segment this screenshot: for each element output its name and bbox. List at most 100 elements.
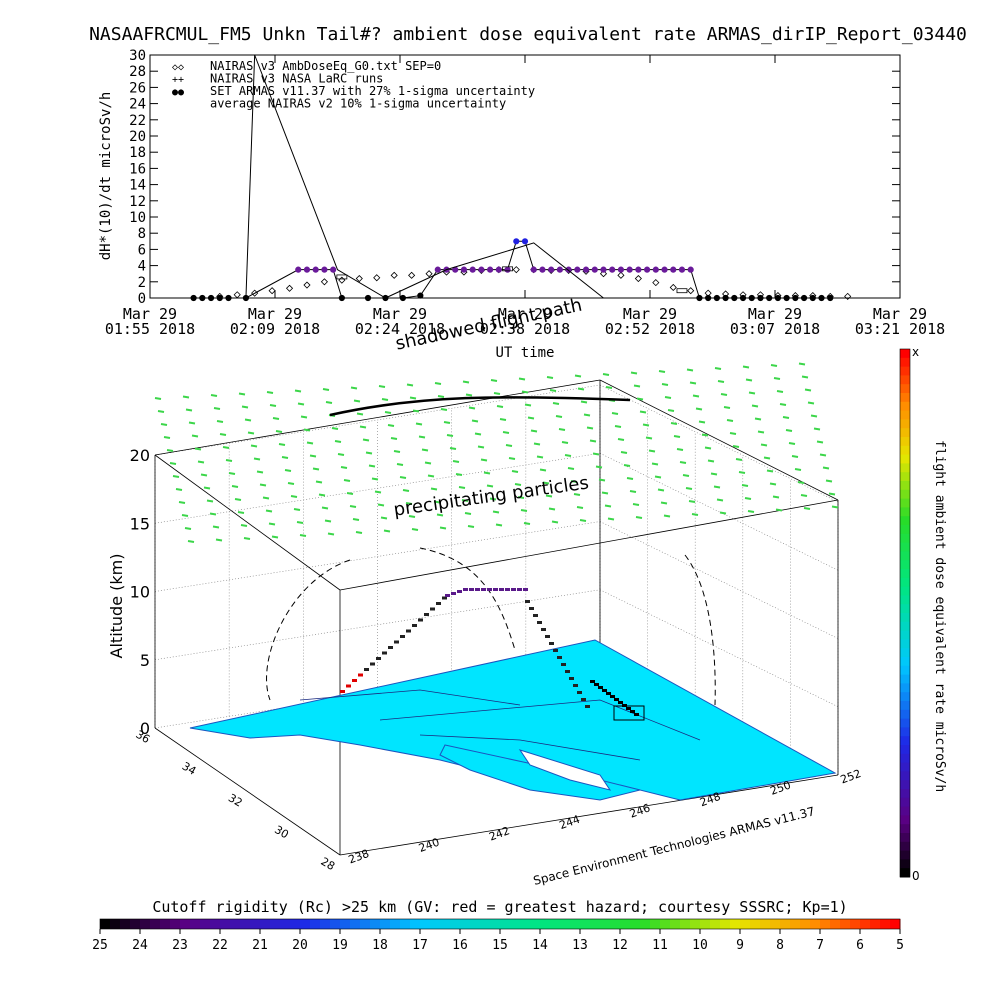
precip-marker [763, 456, 771, 460]
altitude-tick-label: 20 [130, 446, 150, 465]
colorbar-segment [630, 919, 641, 929]
precip-marker [614, 425, 622, 428]
x-tick-label: 03:21 2018 [855, 320, 945, 338]
altitude-axis-label: Altitude (km) [107, 554, 126, 659]
precip-marker [437, 395, 445, 398]
colorbar-segment [550, 919, 561, 929]
flight-point [487, 588, 492, 591]
armas-point [818, 294, 825, 302]
nairas-v3-point [285, 284, 294, 292]
colorbar-segment [160, 919, 171, 929]
longitude-tick-label: 238 [347, 847, 371, 866]
precip-marker [486, 484, 494, 488]
flight-point [602, 689, 607, 692]
precip-marker [710, 472, 718, 476]
precip-marker [378, 385, 386, 388]
precip-marker [804, 388, 812, 392]
colorbar-segment [590, 919, 601, 929]
precip-marker [411, 528, 419, 531]
cbar-tick-label: 10 [692, 938, 708, 953]
armas-point [757, 294, 764, 302]
colorbar-segment [900, 366, 910, 376]
colorbar-segment [110, 919, 121, 929]
armas-point [295, 266, 302, 273]
x-tick-label: Mar 29 [248, 305, 302, 323]
nairas-v3-point [408, 271, 416, 279]
colorbar-segment [770, 919, 781, 929]
precip-marker [322, 388, 330, 391]
colorbar-segment [370, 919, 381, 929]
precip-marker [359, 425, 367, 429]
nairas-v3-point [338, 276, 346, 284]
precip-marker [346, 492, 354, 495]
flight-point [569, 677, 574, 680]
armas-point [434, 266, 441, 273]
cutoff-rigidity-title: Cutoff rigidity (Rc) >25 km (GV: red = g… [152, 898, 847, 916]
colorbar-segment [900, 507, 910, 517]
precip-marker [604, 504, 612, 508]
precip-marker [154, 397, 162, 400]
precip-marker [723, 406, 731, 409]
precip-marker [517, 496, 525, 499]
armas-point [739, 294, 747, 302]
precip-marker [240, 524, 248, 527]
flight-point [598, 686, 603, 689]
colorbar-segment [120, 919, 131, 929]
precip-marker [216, 420, 224, 423]
grid-line [599, 452, 839, 571]
colorbar-segment [540, 919, 551, 929]
colorbar-segment [200, 919, 211, 929]
colorbar-segment [130, 919, 141, 929]
colorbar-segment [900, 639, 910, 649]
colorbar-segment [900, 692, 910, 702]
grid-line [154, 452, 601, 524]
altitude-tick-label: 0 [140, 719, 150, 738]
colorbar-frame [899, 348, 911, 878]
longitude-tick-label: 246 [628, 801, 652, 820]
precip-marker [760, 443, 768, 447]
colorbar-segment [100, 919, 111, 929]
y-tick-label: 6 [138, 242, 146, 258]
precip-marker [766, 469, 774, 473]
y-axis-label: dH*(10)/dt microSv/h [98, 92, 114, 261]
flight-point [630, 710, 635, 713]
colorbar-segment [420, 919, 431, 929]
precip-marker [545, 494, 553, 498]
precip-marker [160, 423, 168, 426]
chart-title: NASAAFRCMUL_FM5 Unkn Tail#? ambient dose… [89, 24, 967, 45]
precip-marker [576, 506, 584, 509]
cbar-tick-label: 19 [332, 938, 348, 953]
precip-marker [719, 511, 727, 515]
precip-marker [828, 492, 836, 496]
armas-point [556, 266, 563, 273]
precip-marker [769, 482, 777, 486]
latitude-tick-label: 32 [226, 791, 245, 809]
precip-marker [695, 407, 703, 411]
precip-marker [318, 493, 326, 497]
colorbar-segment [900, 709, 910, 720]
colorbar-segment [140, 919, 151, 929]
uncertainty-box [676, 288, 688, 294]
precip-marker [801, 375, 809, 379]
colorbar-segment [900, 489, 910, 500]
precip-marker [327, 532, 335, 536]
armas-point [713, 294, 720, 302]
colorbar-segment [890, 919, 901, 929]
precip-marker [542, 481, 550, 485]
nairas-v3-point [373, 274, 381, 282]
armas-point [312, 266, 319, 273]
precip-marker [586, 426, 594, 430]
precip-marker [399, 476, 407, 479]
precip-marker [490, 379, 498, 382]
precip-marker [505, 444, 513, 447]
colorbar-segment [560, 919, 571, 929]
precip-marker [620, 451, 628, 454]
armas-point [478, 266, 485, 273]
nairas-v3-point [844, 292, 852, 300]
colorbar-segment [750, 919, 761, 929]
precip-marker [412, 409, 420, 413]
flight-point [475, 588, 480, 591]
cbar-tick-label: 7 [816, 938, 824, 953]
armas-point [582, 266, 590, 273]
